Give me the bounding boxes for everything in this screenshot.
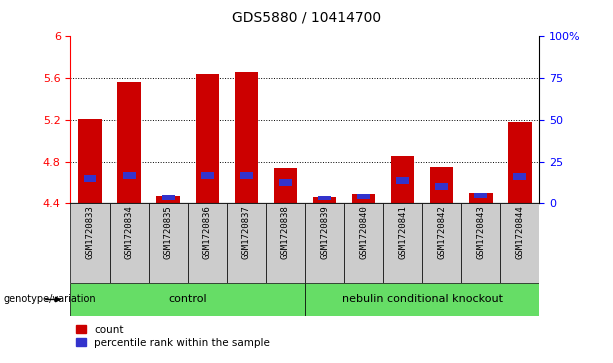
Text: GSM1720834: GSM1720834 xyxy=(124,206,134,260)
Bar xyxy=(83,175,96,183)
Bar xyxy=(462,203,500,283)
Text: GSM1720843: GSM1720843 xyxy=(476,206,485,260)
Bar xyxy=(422,203,462,283)
Bar xyxy=(500,203,539,283)
Text: GSM1720841: GSM1720841 xyxy=(398,206,407,260)
Bar xyxy=(279,179,292,185)
Text: GSM1720833: GSM1720833 xyxy=(86,206,94,260)
Text: GSM1720837: GSM1720837 xyxy=(242,206,251,260)
Bar xyxy=(196,74,219,203)
Bar xyxy=(118,82,141,203)
Text: GSM1720836: GSM1720836 xyxy=(203,206,211,260)
Bar xyxy=(70,283,305,316)
Bar xyxy=(266,203,305,283)
Text: GSM1720839: GSM1720839 xyxy=(320,206,329,260)
Bar xyxy=(396,177,409,184)
Text: GSM1720842: GSM1720842 xyxy=(437,206,446,260)
Text: GSM1720838: GSM1720838 xyxy=(281,206,290,260)
Bar xyxy=(357,194,370,199)
Bar xyxy=(352,194,375,203)
Legend: count, percentile rank within the sample: count, percentile rank within the sample xyxy=(75,325,270,348)
Bar xyxy=(149,203,188,283)
Bar xyxy=(162,195,175,200)
Bar xyxy=(156,196,180,203)
Text: genotype/variation: genotype/variation xyxy=(3,294,96,305)
Text: nebulin conditional knockout: nebulin conditional knockout xyxy=(341,294,503,305)
Bar xyxy=(469,193,493,203)
Bar xyxy=(70,203,110,283)
Bar xyxy=(110,203,149,283)
Text: GSM1720840: GSM1720840 xyxy=(359,206,368,260)
Bar xyxy=(123,172,135,179)
Bar xyxy=(78,119,102,203)
Text: GSM1720835: GSM1720835 xyxy=(164,206,173,260)
Bar xyxy=(305,283,539,316)
Bar xyxy=(474,193,487,198)
Bar xyxy=(391,156,414,203)
Bar xyxy=(227,203,266,283)
Bar xyxy=(240,172,253,179)
Bar xyxy=(508,122,531,203)
Bar xyxy=(313,197,336,203)
Text: GSM1720844: GSM1720844 xyxy=(516,206,524,260)
Bar xyxy=(201,172,214,179)
Bar xyxy=(188,203,227,283)
Bar xyxy=(344,203,383,283)
Bar xyxy=(514,173,527,180)
Bar xyxy=(318,196,331,200)
Text: control: control xyxy=(169,294,207,305)
Bar xyxy=(305,203,344,283)
Bar xyxy=(430,167,454,203)
Bar xyxy=(235,72,258,203)
Bar xyxy=(383,203,422,283)
Bar xyxy=(435,183,448,190)
Bar xyxy=(274,168,297,203)
Text: GDS5880 / 10414700: GDS5880 / 10414700 xyxy=(232,11,381,25)
